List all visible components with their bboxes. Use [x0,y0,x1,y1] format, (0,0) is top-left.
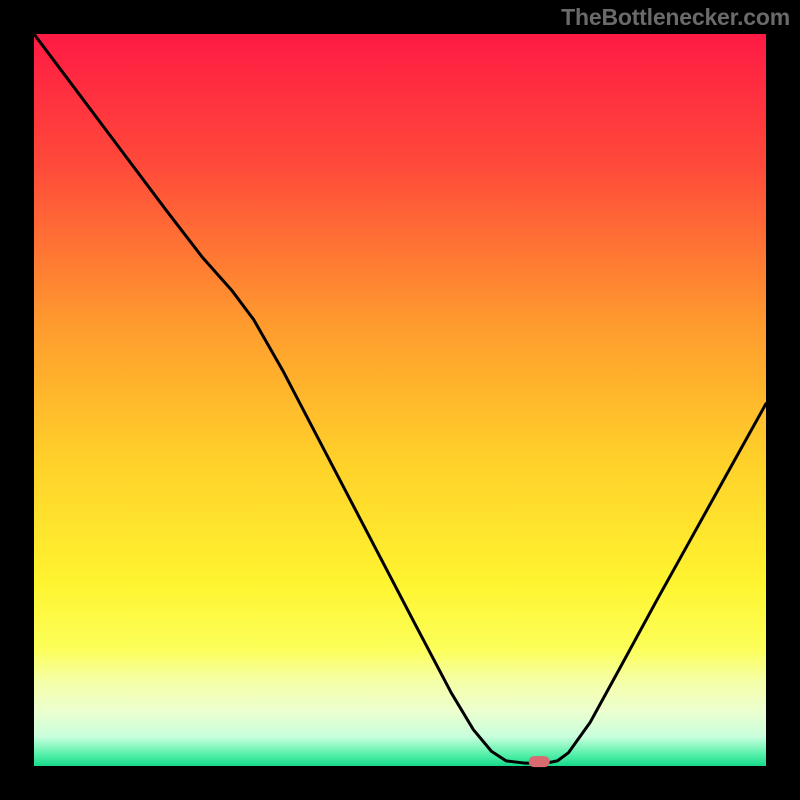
plot-area [34,34,766,766]
figure-root: TheBottlenecker.com [0,0,800,800]
bottleneck-curve [34,34,766,766]
attribution-text: TheBottlenecker.com [561,4,790,31]
optimum-marker [529,756,549,768]
